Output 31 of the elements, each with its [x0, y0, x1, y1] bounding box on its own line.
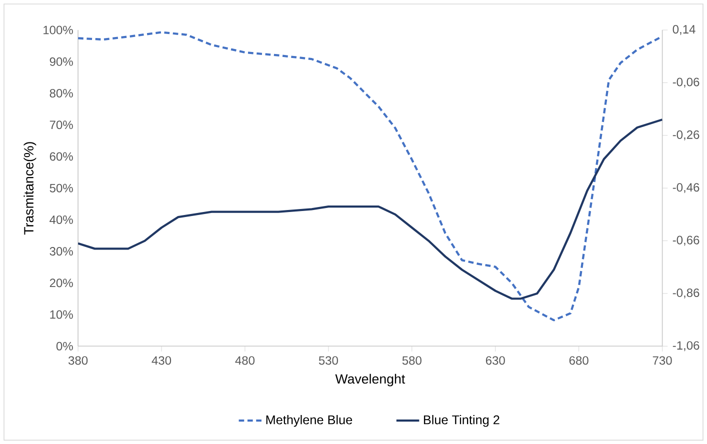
y-tick-label: 80%	[50, 88, 73, 98]
y-tick-label: 50%	[50, 184, 73, 192]
legend-label: Methylene Blue	[266, 414, 352, 427]
x-tick-label: 730	[652, 356, 672, 365]
y-tick-label: 90%	[50, 57, 73, 66]
y-tick-label: 30%	[50, 246, 73, 256]
x-tick-label: 430	[152, 356, 172, 365]
x-tick-label: 630	[486, 356, 505, 365]
x-tick-label: 480	[235, 356, 255, 365]
y-axis-title: Trasmitance(%)	[24, 142, 36, 235]
y2-tick-label: -0,66	[672, 236, 700, 246]
x-tick-label: 530	[318, 356, 338, 365]
line-series	[78, 31, 662, 322]
y-tick-label: 10%	[50, 310, 73, 319]
x-tick-label: 680	[569, 356, 588, 365]
y2-tick-label: -0,26	[672, 130, 700, 140]
y2-tick-label: -0,06	[672, 78, 700, 88]
y2-tick-label: -0,86	[672, 288, 700, 298]
y2-tick-label: 0,14	[672, 24, 696, 35]
y2-tick-label: -1,06	[672, 341, 700, 352]
y2-tick-label: -0,46	[672, 183, 700, 193]
y-tick-label: 60%	[50, 152, 73, 161]
y-tick-label: 40%	[50, 215, 73, 224]
x-tick-label: 580	[402, 356, 422, 365]
y-tick-label: 70%	[50, 120, 73, 130]
y-tick-label: 0%	[56, 342, 73, 350]
y-tick-label: 100%	[44, 26, 73, 34]
y-tick-label: 20%	[50, 278, 73, 288]
legend-label: Blue Tinting 2	[424, 414, 500, 427]
x-axis-title: Wavelenght	[335, 374, 406, 386]
x-tick-label: 380	[68, 356, 88, 365]
